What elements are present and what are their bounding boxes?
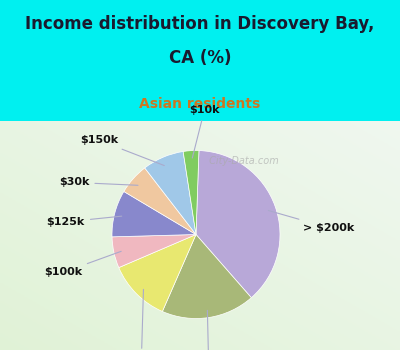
Text: Income distribution in Discovery Bay,: Income distribution in Discovery Bay, [25, 15, 375, 33]
Text: $30k: $30k [59, 177, 138, 187]
Wedge shape [112, 191, 196, 237]
Text: Asian residents: Asian residents [139, 97, 261, 111]
Text: CA (%): CA (%) [169, 49, 231, 67]
Wedge shape [196, 150, 280, 298]
Text: > $200k: > $200k [268, 210, 354, 233]
Wedge shape [162, 234, 251, 318]
Text: $10k: $10k [189, 105, 220, 158]
Text: $150k: $150k [80, 135, 164, 166]
Wedge shape [112, 234, 196, 268]
Text: $200k: $200k [190, 310, 228, 350]
Text: City-Data.com: City-Data.com [206, 156, 278, 166]
Wedge shape [124, 168, 196, 234]
Wedge shape [145, 152, 196, 235]
Text: $125k: $125k [47, 216, 122, 227]
Text: $100k: $100k [44, 251, 121, 277]
Wedge shape [119, 234, 196, 312]
Text: $50k: $50k [126, 289, 156, 350]
Wedge shape [183, 150, 199, 234]
